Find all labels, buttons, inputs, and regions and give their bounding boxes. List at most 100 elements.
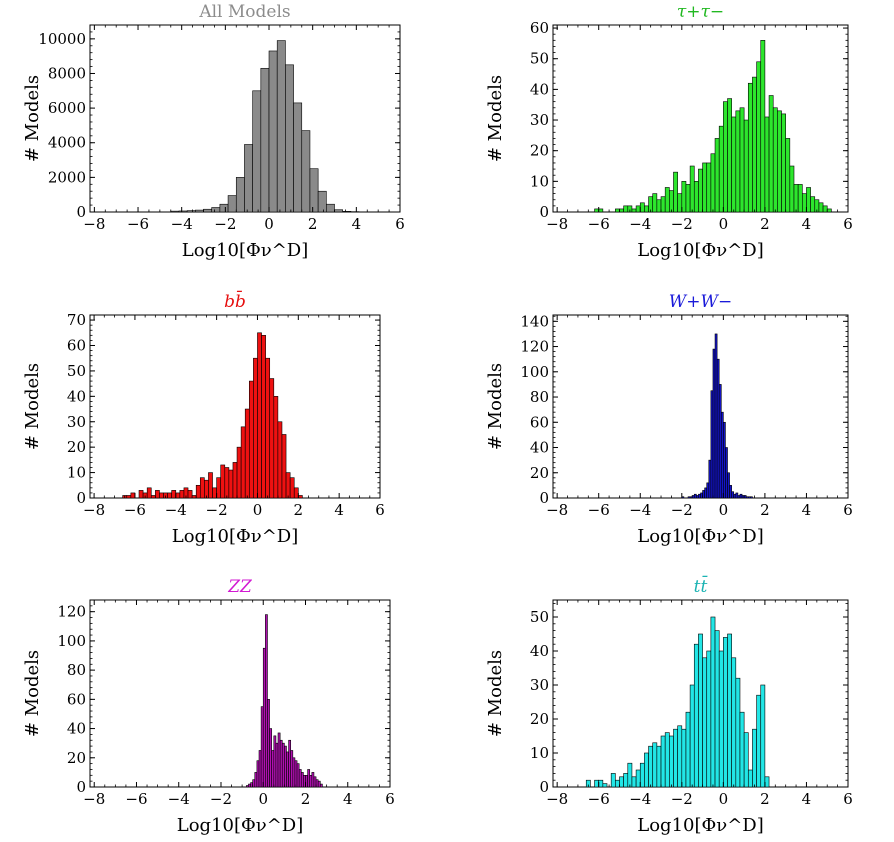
- x-tick-label: −2: [206, 501, 228, 519]
- bar: [702, 657, 708, 788]
- x-axis-label: Log10[Φν^D]: [637, 815, 763, 836]
- bar: [706, 482, 710, 499]
- bar: [228, 469, 234, 499]
- x-tick-label: 2: [301, 790, 311, 808]
- bar: [275, 742, 279, 788]
- chart-title: ZZ: [227, 577, 253, 597]
- y-tick-label: 0: [76, 203, 86, 221]
- bar: [610, 773, 616, 788]
- bar: [227, 195, 237, 213]
- bar: [623, 205, 629, 213]
- bar: [743, 732, 749, 788]
- bar: [203, 208, 213, 213]
- bar: [747, 496, 751, 499]
- bar: [698, 633, 703, 788]
- bar: [731, 657, 737, 788]
- y-tick-label: 20: [530, 464, 549, 482]
- bar: [288, 739, 292, 788]
- y-tick-label: 0: [539, 203, 549, 221]
- x-tick-label: 6: [843, 215, 853, 233]
- bar: [727, 472, 730, 499]
- y-axis-label: # Models: [22, 75, 43, 162]
- bar: [760, 40, 766, 213]
- y-tick-label: 10000: [38, 30, 86, 48]
- bar: [652, 742, 658, 788]
- x-tick-label: −8: [546, 501, 568, 519]
- y-tick-label: 0: [76, 489, 86, 507]
- bar: [696, 495, 699, 499]
- bar: [648, 745, 654, 788]
- bar: [236, 446, 242, 499]
- x-tick-label: 6: [375, 501, 385, 519]
- bar: [797, 184, 803, 213]
- x-tick-label: 0: [719, 790, 729, 808]
- bar: [747, 82, 753, 213]
- bar: [267, 699, 270, 788]
- bar: [810, 196, 816, 213]
- bar: [822, 205, 828, 213]
- bar: [311, 772, 315, 788]
- bar: [739, 493, 743, 499]
- bar: [735, 677, 741, 788]
- bar: [723, 421, 726, 499]
- bar: [178, 210, 188, 213]
- bar: [602, 783, 608, 788]
- x-tick-label: 2: [294, 501, 304, 519]
- bar: [138, 490, 144, 499]
- y-tick-label: 10: [530, 744, 549, 762]
- bar: [764, 776, 770, 788]
- bar: [204, 479, 209, 499]
- x-tick-label: −8: [83, 215, 105, 233]
- bar: [698, 168, 703, 213]
- bar: [261, 335, 266, 499]
- bar: [747, 769, 753, 788]
- bar: [277, 421, 283, 499]
- y-tick-label: 20: [67, 749, 86, 767]
- y-tick-label: 2000: [48, 168, 86, 186]
- bar: [260, 67, 270, 213]
- y-axis-label: # Models: [485, 363, 506, 450]
- bar: [781, 113, 786, 213]
- y-tick-label: 100: [520, 363, 549, 381]
- y-tick-label: 30: [67, 413, 86, 431]
- bar: [285, 64, 294, 213]
- bar: [254, 772, 258, 788]
- chart-title: All Models: [198, 2, 290, 22]
- bar: [725, 447, 728, 499]
- bar: [631, 208, 637, 213]
- bar: [750, 496, 753, 499]
- bar: [309, 775, 313, 788]
- bar: [639, 762, 645, 788]
- bar: [220, 464, 226, 499]
- y-tick-label: 80: [530, 388, 549, 406]
- x-axis-label: Log10[Φν^D]: [172, 526, 298, 547]
- bar: [594, 208, 600, 213]
- bar: [718, 125, 724, 213]
- bar: [281, 742, 285, 788]
- bar: [294, 760, 298, 788]
- y-tick-label: 20: [530, 142, 549, 160]
- y-tick-label: 10: [67, 464, 86, 482]
- bar: [710, 390, 714, 499]
- bar: [756, 61, 762, 213]
- bar: [615, 208, 620, 213]
- bar: [300, 772, 304, 788]
- bar: [293, 487, 299, 499]
- bar: [257, 332, 262, 499]
- bar: [681, 728, 687, 788]
- y-tick-label: 100: [57, 632, 86, 650]
- bar: [785, 138, 791, 213]
- bar: [826, 208, 832, 213]
- bar: [752, 76, 757, 213]
- y-axis-label: # Models: [485, 650, 506, 737]
- bar: [710, 616, 716, 788]
- bar: [126, 495, 132, 499]
- bar: [281, 434, 287, 499]
- y-tick-label: 30: [530, 111, 549, 129]
- bar: [224, 467, 230, 499]
- y-tick-label: 30: [530, 676, 549, 694]
- bar: [301, 130, 311, 213]
- bar: [764, 116, 770, 213]
